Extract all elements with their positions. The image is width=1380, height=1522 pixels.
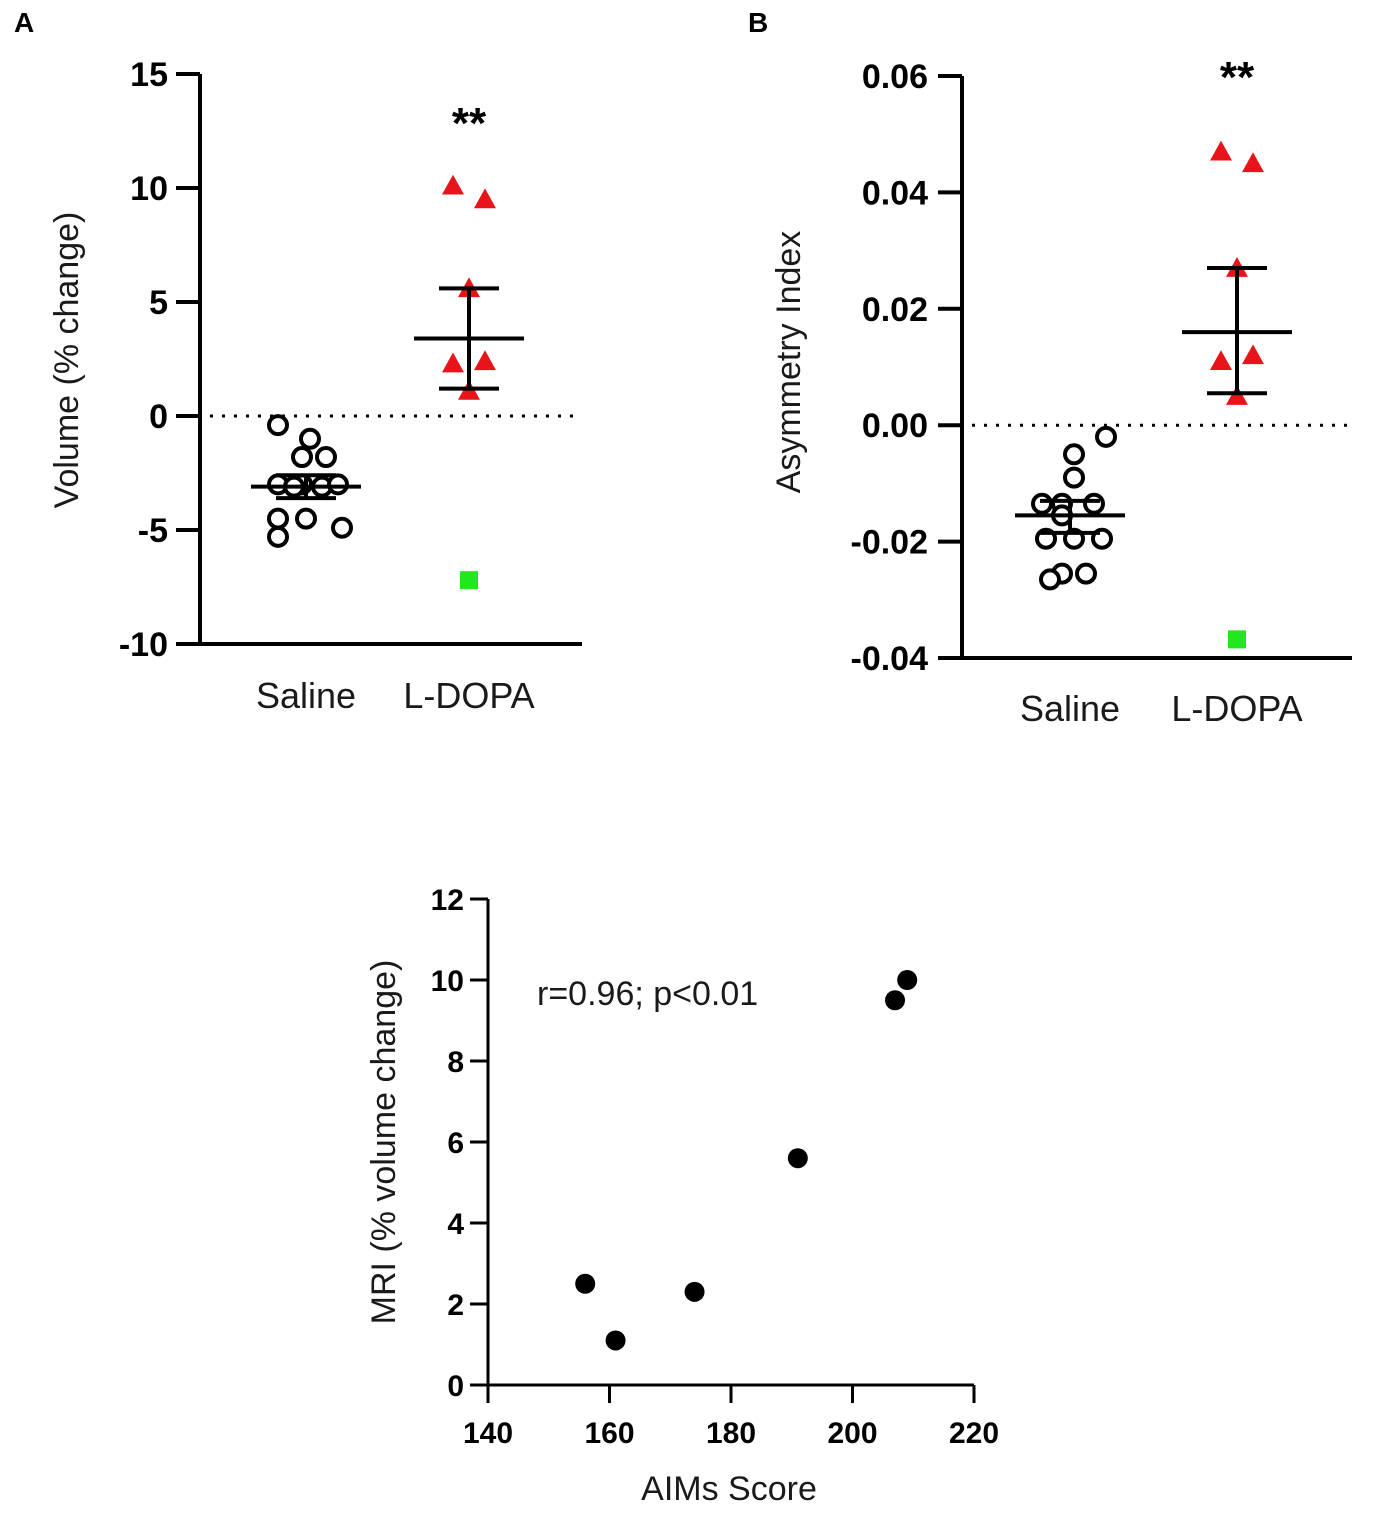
panel-letter-b: B (748, 7, 768, 38)
data-point-ldopa (474, 188, 496, 209)
data-point-saline (327, 473, 349, 496)
data-point-saline (299, 427, 321, 450)
data-point-saline (1083, 492, 1105, 515)
y-tick-label: 0.02 (862, 291, 928, 329)
data-point-saline (331, 516, 353, 539)
panel-c-chart: 0 2 4 6 8 10 12 140 160 180 200 220 AIMs Score MRI (%… (365, 884, 999, 1508)
data-point-saline (1075, 562, 1097, 585)
y-tick-label: 8 (447, 1046, 464, 1079)
data-point (575, 1273, 596, 1294)
panel-b-chart: B -0.04 -0.02 0.00 0.02 0.04 0.06 Asymmetry Ind… (748, 7, 1352, 729)
data-point (787, 1148, 808, 1169)
panel-letter-a: A (14, 7, 34, 38)
y-tick-label: -0.02 (851, 524, 929, 562)
x-tick-label: 140 (463, 1417, 513, 1450)
data-point-ldopa (1210, 350, 1232, 370)
y-tick-label: 15 (130, 56, 168, 94)
y-axis-title: Volume (% change) (48, 212, 86, 509)
x-tick-label: 180 (706, 1417, 756, 1450)
y-tick-label: 5 (149, 284, 168, 322)
data-point (684, 1281, 705, 1302)
y-tick-label: 6 (447, 1127, 464, 1160)
data-point-ldopa (1210, 140, 1232, 161)
data-point-saline (295, 507, 317, 530)
data-point-outlier (460, 571, 478, 590)
x-category-label-l-dopa: L-DOPA (1171, 688, 1302, 729)
y-tick-label: 0.06 (862, 58, 928, 96)
x-tick-label: 160 (584, 1417, 634, 1450)
data-point-ldopa (1242, 152, 1264, 173)
data-point-saline (267, 414, 289, 437)
y-tick-label: 10 (431, 965, 464, 998)
y-tick-label: 12 (431, 884, 464, 917)
data-point-outlier (1228, 630, 1246, 649)
x-category-label-saline: Saline (1020, 688, 1120, 729)
data-point-saline (1095, 425, 1117, 448)
data-point-saline (291, 446, 313, 469)
x-axis-title: AIMs Score (641, 1470, 817, 1508)
data-point-saline (315, 446, 337, 469)
data-point-ldopa (474, 350, 496, 371)
data-point-saline (1063, 466, 1085, 489)
y-tick-label: -5 (138, 512, 168, 550)
data-point-ldopa (442, 352, 464, 373)
significance-marker: ** (452, 99, 487, 148)
data-point-ldopa (1242, 344, 1264, 365)
significance-marker: ** (1220, 53, 1255, 102)
data-point-saline (1063, 443, 1085, 466)
y-tick-label: 10 (130, 170, 168, 208)
y-tick-label: 4 (447, 1208, 464, 1241)
panel-a-chart: A -10 -5 0 5 10 15 Volume (% change) Saline L-DOP… (14, 7, 582, 716)
data-point (885, 990, 906, 1011)
x-category-label-l-dopa: L-DOPA (403, 675, 534, 716)
x-tick-label: 200 (827, 1417, 877, 1450)
y-tick-label: 2 (447, 1289, 464, 1322)
y-tick-label: -10 (119, 626, 168, 664)
data-point (897, 970, 918, 990)
data-point-saline (1031, 492, 1053, 515)
correlation-annotation: r=0.96; p<0.01 (537, 975, 758, 1013)
data-point-saline (1039, 568, 1061, 591)
y-axis-title: MRI (% volume change) (365, 960, 403, 1325)
x-category-label-saline: Saline (256, 675, 356, 716)
y-tick-label: 0.04 (862, 174, 928, 212)
y-axis-title: Asymmetry Index (770, 231, 808, 494)
y-tick-label: 0.00 (862, 407, 928, 445)
data-point-ldopa (442, 174, 464, 195)
y-tick-label: 0 (149, 398, 168, 436)
x-tick-label: 220 (949, 1417, 999, 1450)
data-point-saline (267, 507, 289, 530)
data-point (605, 1330, 626, 1351)
y-tick-label: -0.04 (851, 640, 929, 678)
data-point-saline (267, 525, 289, 548)
y-tick-label: 0 (447, 1370, 464, 1403)
